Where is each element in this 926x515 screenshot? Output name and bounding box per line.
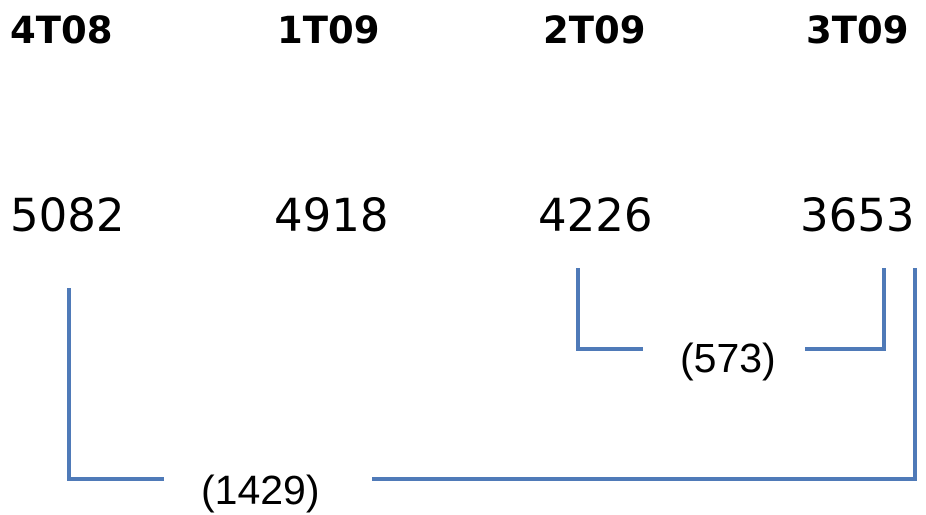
period-value-2t09: 4226 (538, 189, 653, 242)
short-difference-bracket-left (576, 268, 643, 351)
period-value-1t09: 4918 (274, 189, 389, 242)
period-header-1t09: 1T09 (277, 9, 380, 52)
short-difference-bracket-right (805, 268, 886, 351)
period-header-2t09: 2T09 (543, 9, 646, 52)
long-difference-bracket-right (372, 268, 917, 481)
period-value-3t09: 3653 (800, 189, 915, 242)
short-difference-label: (573) (680, 335, 776, 381)
period-header-4t08: 4T08 (10, 9, 113, 52)
period-value-4t08: 5082 (10, 189, 125, 242)
long-difference-label: (1429) (201, 467, 320, 513)
period-header-3t09: 3T09 (806, 9, 909, 52)
long-difference-bracket-left (67, 288, 164, 481)
